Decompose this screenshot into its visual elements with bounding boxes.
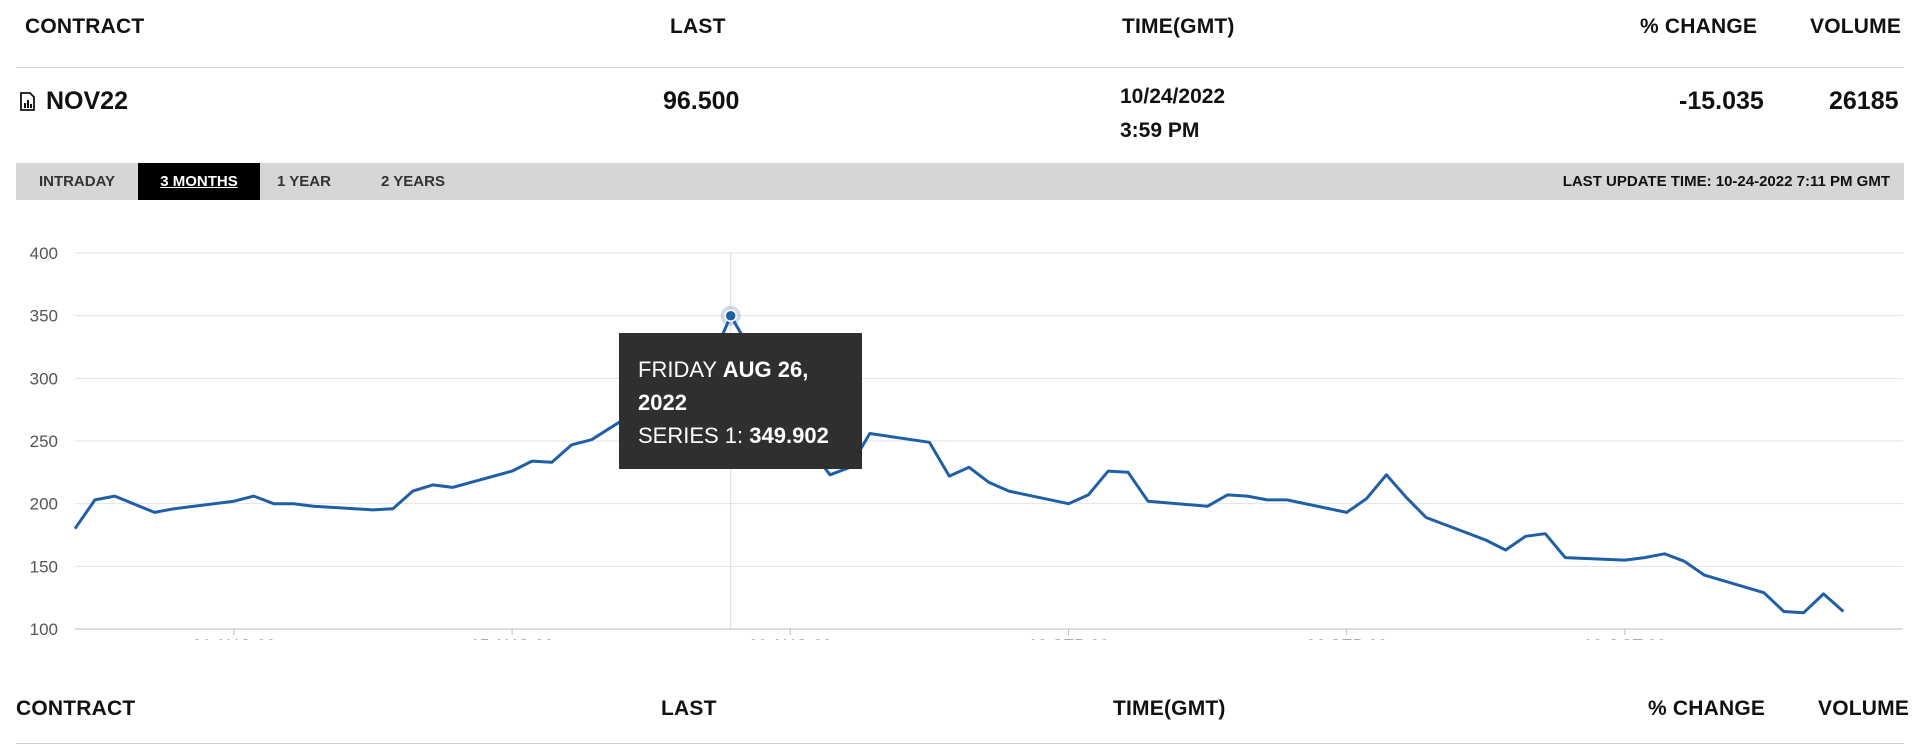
tooltip-day: FRIDAY — [638, 357, 717, 382]
series-1-line[interactable] — [73, 314, 1845, 615]
contract-header: CONTRACT — [16, 697, 136, 720]
x-tick-label: 01 AUG 22 — [192, 636, 275, 640]
pct-change-header: % CHANGE — [1648, 697, 1766, 720]
volume-header: VOLUME — [1818, 697, 1910, 720]
tab-intraday[interactable]: INTRADAY — [38, 173, 116, 190]
table-header-top: CONTRACT LAST TIME(GMT) % CHANGE VOLUME — [16, 0, 1904, 68]
tooltip-series-label: SERIES 1: — [638, 423, 744, 448]
contract-row: NOV22 96.500 10/24/2022 3:59 PM -15.035 … — [16, 68, 1904, 162]
x-tick-layer: 01 AUG 22 15 AUG 22 29 AUG 22 12 SEP 22 26 S… — [192, 629, 1666, 640]
y-tick-label: 400 — [30, 244, 58, 263]
y-tick-label: 100 — [30, 620, 58, 639]
tab-2-years[interactable]: 2 YEARS — [381, 173, 445, 190]
y-tick-label: 300 — [30, 369, 58, 388]
table-header-bottom: CONTRACT LAST TIME(GMT) % CHANGE VOLUME — [16, 680, 1909, 744]
pct-change-value: -15.035 — [1679, 87, 1764, 115]
volume-header: VOLUME — [1810, 15, 1902, 38]
last-value: 96.500 — [663, 87, 740, 115]
tab-1-year[interactable]: 1 YEAR — [277, 173, 331, 190]
y-tick-label: 150 — [30, 557, 58, 576]
x-tick-label: 12 SEP 22 — [1028, 636, 1109, 640]
time-date: 10/24/2022 — [1120, 85, 1226, 108]
last-header: LAST — [661, 697, 717, 720]
pct-change-header: % CHANGE — [1640, 15, 1758, 38]
time-header: TIME(GMT) — [1122, 15, 1235, 38]
last-update-time: LAST UPDATE TIME: 10-24-2022 7:11 PM GMT — [1562, 173, 1890, 190]
tooltip-value: 349.902 — [749, 423, 829, 448]
time-header: TIME(GMT) — [1113, 697, 1226, 720]
x-tick-label: 10 OCT 22 — [1583, 636, 1666, 640]
contract-header: CONTRACT — [25, 15, 145, 38]
x-tick-label: 29 AUG 22 — [749, 636, 832, 640]
x-tick-label: 26 SEP 22 — [1306, 636, 1387, 640]
range-tabs: INTRADAY 3 MONTHS 1 YEAR 2 YEARS LAST UP… — [16, 163, 1904, 200]
y-tick-label: 350 — [30, 307, 58, 326]
price-line-chart: 100 150 200 250 300 350 400 01 AUG 22 15 AUG 22… — [30, 244, 1903, 640]
volume-value: 26185 — [1829, 87, 1899, 115]
highlight-point[interactable] — [724, 309, 737, 323]
last-header: LAST — [670, 15, 726, 38]
x-tick-label: 15 AUG 22 — [471, 636, 554, 640]
tab-3-months[interactable]: 3 MONTHS — [138, 163, 260, 200]
y-tick-label: 250 — [30, 432, 58, 451]
y-tick-layer: 100 150 200 250 300 350 400 — [30, 244, 58, 639]
chart-tooltip: FRIDAY AUG 26, 2022 SERIES 1: 349.902 — [619, 333, 862, 469]
contract-name[interactable]: NOV22 — [46, 87, 128, 115]
grid-layer — [75, 252, 1903, 630]
tooltip-date: AUG 26, 2022 — [638, 357, 809, 415]
time-clock: 3:59 PM — [1120, 119, 1200, 142]
y-tick-label: 200 — [30, 495, 58, 514]
chart-document-icon[interactable] — [20, 92, 35, 111]
